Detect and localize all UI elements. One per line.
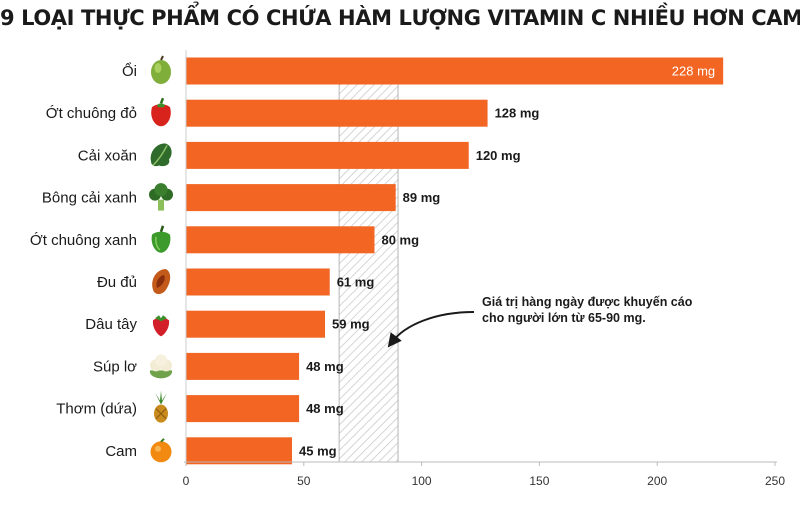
cauliflower-curd (155, 354, 167, 367)
pineapple-texture (155, 408, 167, 419)
x-tick-label: 50 (297, 474, 311, 488)
category-label: Thơm (dứa) (56, 401, 137, 418)
cauliflower-leaves (149, 370, 173, 379)
kale-icon (150, 143, 172, 167)
value-label: 48 mg (306, 359, 344, 374)
category-label: Dâu tây (85, 316, 137, 333)
pepper-body (151, 231, 171, 253)
category-label: Cam (105, 443, 137, 460)
papaya-icon (152, 269, 171, 295)
value-label: 228 mg (672, 64, 715, 79)
bar-2 (186, 141, 469, 169)
red-pepper-icon (151, 97, 171, 127)
orange-body (150, 441, 172, 463)
pepper-highlight (155, 236, 161, 251)
pineapple-crown (155, 390, 167, 405)
x-tick-label: 100 (412, 474, 432, 488)
papaya-seeds (156, 275, 165, 288)
value-label: 45 mg (299, 443, 337, 458)
bar-5 (186, 268, 330, 296)
annotation-text: Giá trị hàng ngày được khuyến cáo (482, 295, 693, 309)
guava-highlight (154, 63, 162, 73)
category-label: Ổi (122, 62, 137, 80)
value-label: 48 mg (306, 401, 344, 416)
x-tick-label: 250 (765, 474, 785, 488)
kale-rib (152, 145, 168, 166)
guava-icon (151, 55, 171, 84)
broccoli-floret (154, 183, 168, 197)
pepper-body (151, 104, 171, 127)
category-label: Cải xoăn (78, 147, 137, 164)
category-label: Bông cải xanh (42, 190, 137, 207)
bar-8 (186, 395, 300, 423)
strawberry-body (152, 317, 170, 337)
orange-highlight (155, 445, 161, 452)
annotation-arrow (387, 311, 475, 348)
x-tick-label: 150 (529, 474, 549, 488)
annotation-text: cho người lớn từ 65-90 mg. (482, 311, 646, 325)
broccoli-icon (149, 183, 173, 211)
category-label: Ớt chuông xanh (30, 232, 137, 249)
recommended-intake-band (339, 72, 399, 462)
strawberry-icon (152, 315, 170, 337)
category-label: Đu đủ (97, 274, 137, 291)
green-pepper-icon (151, 225, 171, 253)
category-label: Súp lơ (93, 358, 137, 375)
cauliflower-icon (149, 354, 173, 379)
guava-stem (160, 55, 164, 61)
value-label: 120 mg (476, 148, 521, 163)
bar-0 (186, 57, 724, 85)
value-label: 59 mg (332, 317, 370, 332)
x-tick-label: 200 (647, 474, 667, 488)
bar-6 (186, 310, 326, 338)
pepper-stem (159, 225, 165, 233)
guava-body (151, 60, 171, 84)
bar-4 (186, 226, 375, 254)
strawberry-leaves (155, 315, 167, 322)
value-label: 80 mg (381, 232, 419, 247)
pepper-cap (157, 103, 165, 108)
orange-stem (160, 438, 165, 443)
bar-1 (186, 99, 488, 127)
category-label: Ớt chuông đỏ (46, 105, 137, 122)
bar-9 (186, 437, 293, 465)
chart-title: 9 LOẠI THỰC PHẨM CÓ CHỨA HÀM LƯỢNG VITAM… (0, 6, 800, 30)
bar-7 (186, 352, 300, 380)
value-label: 89 mg (403, 190, 441, 205)
broccoli-stalk (158, 199, 164, 211)
value-label: 128 mg (495, 106, 540, 121)
orange-icon (150, 438, 172, 463)
pepper-stem (159, 97, 165, 104)
bar-3 (186, 184, 396, 212)
pineapple-icon (154, 390, 168, 423)
value-label: 61 mg (337, 275, 375, 290)
x-tick-label: 0 (183, 474, 190, 488)
